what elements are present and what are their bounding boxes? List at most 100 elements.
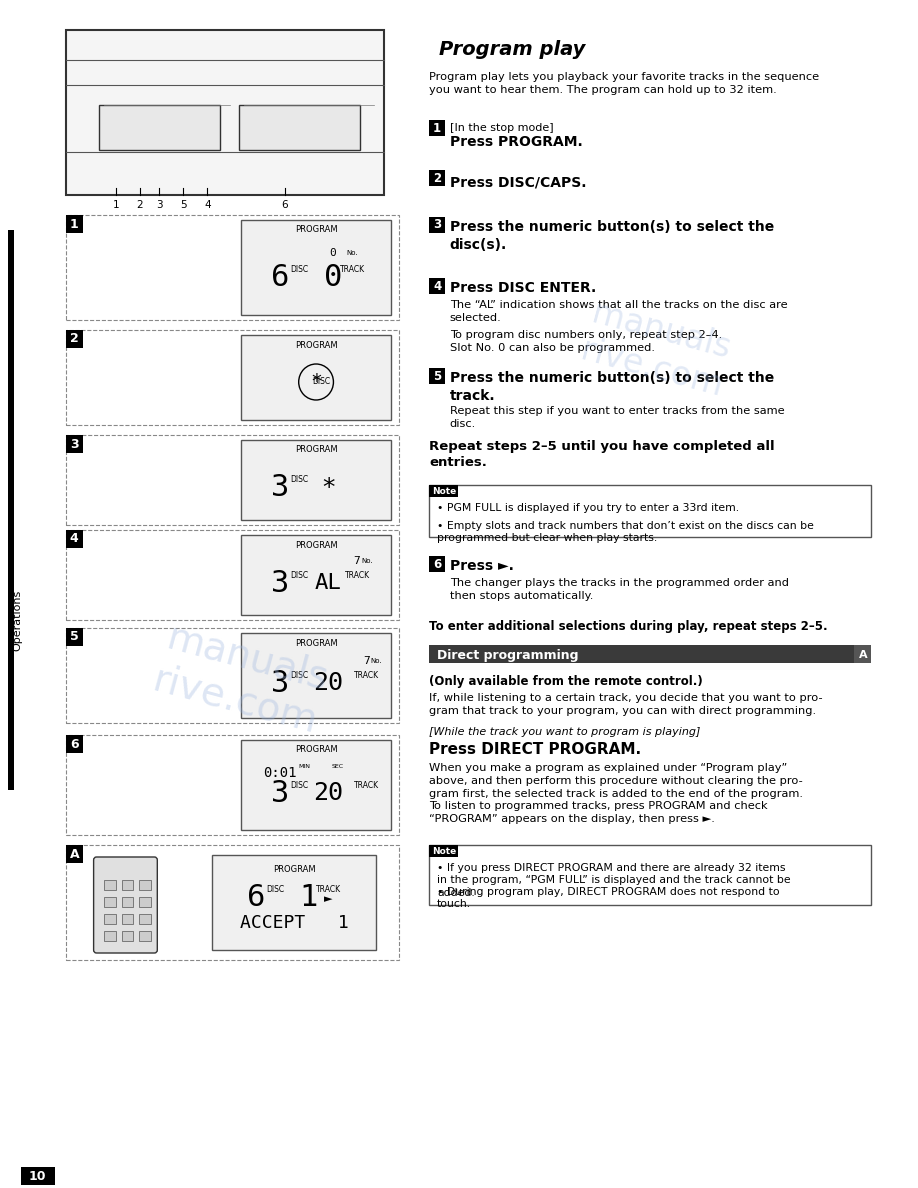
Text: AL: AL [315, 573, 341, 593]
Text: 3: 3 [271, 669, 289, 697]
Bar [212, 855, 376, 950]
Bar [430, 170, 445, 187]
Text: PROGRAM: PROGRAM [295, 541, 338, 550]
Bar [241, 220, 391, 315]
Text: *: * [311, 373, 321, 392]
Text: When you make a program as explained under “Program play”
above, and then perfor: When you make a program as explained und… [430, 763, 803, 824]
Text: *: * [322, 476, 334, 500]
Bar [65, 845, 398, 960]
Text: Note: Note [431, 847, 456, 855]
Bar [7, 230, 14, 790]
Text: [In the stop mode]: [In the stop mode] [450, 124, 554, 133]
Text: ►: ► [324, 895, 332, 904]
Bar [430, 645, 871, 663]
Bar [121, 880, 133, 890]
Text: 6: 6 [271, 263, 289, 291]
FancyBboxPatch shape [430, 845, 871, 905]
Text: 0:01: 0:01 [263, 766, 297, 781]
Text: 6: 6 [433, 557, 442, 570]
Text: 1: 1 [299, 883, 318, 911]
Bar [240, 105, 360, 150]
Text: PROGRAM: PROGRAM [295, 446, 338, 455]
Text: DISC: DISC [290, 781, 308, 790]
Text: Press PROGRAM.: Press PROGRAM. [450, 135, 583, 148]
Text: Note: Note [431, 487, 456, 495]
Text: Program play lets you playback your favorite tracks in the sequence
you want to : Program play lets you playback your favo… [430, 72, 820, 95]
Bar [241, 335, 391, 421]
Text: 7: 7 [353, 556, 361, 565]
Text: Operations: Operations [12, 589, 22, 651]
Text: 1: 1 [113, 200, 119, 210]
Text: DISC: DISC [290, 475, 308, 485]
Bar [121, 914, 133, 924]
Bar [21, 1167, 55, 1184]
Text: DISC: DISC [312, 378, 330, 386]
Bar [430, 217, 445, 233]
Bar [65, 330, 398, 425]
Text: Repeat steps 2–5 until you have completed all
entries.: Repeat steps 2–5 until you have complete… [430, 440, 775, 469]
Text: TRACK: TRACK [354, 781, 379, 790]
Bar [430, 120, 445, 135]
Bar [65, 735, 83, 753]
Text: • If you press DIRECT PROGRAM and there are already 32 items
in the program, “PG: • If you press DIRECT PROGRAM and there … [437, 862, 790, 898]
Text: To program disc numbers only, repeat step 2–4.
Slot No. 0 can also be programmed: To program disc numbers only, repeat ste… [450, 330, 722, 353]
Text: Program play: Program play [439, 40, 586, 59]
Text: Repeat this step if you want to enter tracks from the same
disc.: Repeat this step if you want to enter tr… [450, 406, 784, 429]
Bar [241, 440, 391, 520]
Bar [121, 931, 133, 941]
Text: 10: 10 [28, 1169, 47, 1182]
Text: 0: 0 [324, 263, 342, 291]
Bar [430, 556, 445, 571]
Text: 5: 5 [70, 631, 79, 644]
Bar [65, 435, 83, 453]
Text: [While the track you want to program is playing]: [While the track you want to program is … [430, 727, 700, 737]
Bar [105, 880, 116, 890]
Text: SEC: SEC [331, 765, 344, 770]
Text: Press DIRECT PROGRAM.: Press DIRECT PROGRAM. [430, 742, 642, 757]
Text: TRACK: TRACK [316, 885, 341, 893]
Text: 3: 3 [433, 219, 442, 232]
Text: 4: 4 [70, 532, 79, 545]
Bar [65, 215, 398, 320]
Text: • PGM FULL is displayed if you try to enter a 33rd item.: • PGM FULL is displayed if you try to en… [437, 503, 739, 513]
Text: 4: 4 [433, 279, 442, 292]
Text: 5: 5 [433, 369, 442, 383]
Bar [65, 215, 83, 233]
Bar [65, 530, 398, 620]
Text: PROGRAM: PROGRAM [295, 746, 338, 754]
FancyBboxPatch shape [94, 857, 157, 953]
Bar [121, 897, 133, 906]
Bar [430, 845, 458, 857]
Bar [105, 914, 116, 924]
Text: 3: 3 [156, 200, 162, 210]
Text: ACCEPT   1: ACCEPT 1 [240, 914, 349, 933]
Text: (Only available from the remote control.): (Only available from the remote control.… [430, 675, 703, 688]
Text: 5: 5 [180, 200, 186, 210]
Bar [430, 368, 445, 384]
Text: A: A [858, 650, 868, 661]
Text: The “AL” indication shows that all the tracks on the disc are
selected.: The “AL” indication shows that all the t… [450, 301, 788, 323]
Bar [99, 105, 220, 150]
Text: TRACK: TRACK [354, 670, 379, 680]
Text: DISC: DISC [290, 670, 308, 680]
Text: Direct programming: Direct programming [437, 649, 578, 662]
Text: 20: 20 [313, 781, 343, 805]
Text: TRACK: TRACK [344, 570, 370, 580]
Text: manuals
rive.com: manuals rive.com [577, 297, 735, 403]
Text: 2: 2 [433, 171, 442, 184]
Text: 6: 6 [247, 883, 265, 911]
Bar [139, 931, 151, 941]
Text: Press ►.: Press ►. [450, 560, 513, 573]
Text: The changer plays the tracks in the programmed order and
then stops automaticall: The changer plays the tracks in the prog… [450, 579, 789, 601]
Text: Press DISC/CAPS.: Press DISC/CAPS. [450, 175, 587, 189]
Text: DISC: DISC [290, 265, 308, 273]
Text: 6: 6 [70, 738, 79, 751]
Text: A: A [70, 847, 79, 860]
Bar [65, 435, 398, 525]
Text: PROGRAM: PROGRAM [273, 866, 316, 874]
Text: No.: No. [346, 249, 358, 255]
Text: manuals
rive.com: manuals rive.com [149, 619, 333, 741]
Text: 3: 3 [271, 778, 289, 808]
Text: DISC: DISC [266, 885, 284, 893]
Text: 3: 3 [271, 474, 289, 503]
